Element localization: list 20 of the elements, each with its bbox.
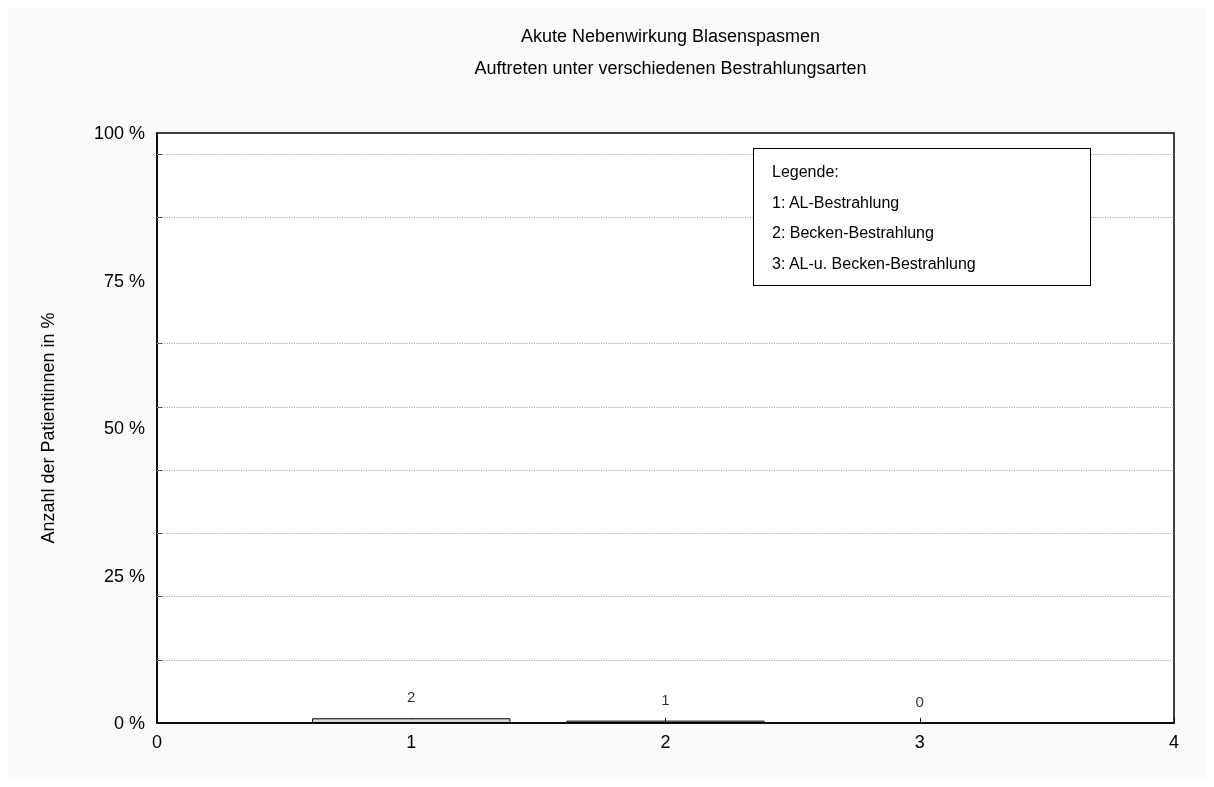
y-tick-label: 0 % — [113, 713, 145, 733]
annotation: 2 — [407, 688, 416, 706]
annotation: 3: AL-u. Becken-Bestrahlung — [772, 253, 977, 274]
annotation: Legende: — [772, 162, 840, 182]
x-tick-label: 1 — [406, 732, 417, 752]
x-tick-label: 4 — [1168, 732, 1180, 752]
annotation: 2: Becken-Bestrahlung — [772, 223, 935, 243]
y-axis-title: Anzahl der Patientinnen in % — [38, 312, 58, 544]
annotation: 0 — [915, 693, 924, 710]
chart-subtitle: Auftreten unter verschiedenen Bestrahlungsarten — [474, 58, 867, 78]
x-tick-label: 2 — [660, 732, 671, 752]
y-tick-label: 100 % — [93, 123, 145, 143]
x-tick-label: 0 — [151, 732, 163, 752]
y-tick-label: 25 % — [103, 565, 145, 586]
y-tick-label: 75 % — [103, 270, 145, 291]
x-tick-label: 3 — [914, 732, 925, 752]
annotation: 1: AL-Bestrahlung — [772, 192, 901, 213]
annotation: 1 — [661, 690, 670, 708]
y-tick-label: 50 % — [103, 418, 145, 438]
chart-title: Akute Nebenwirkung Blasenspasmen — [520, 26, 821, 46]
